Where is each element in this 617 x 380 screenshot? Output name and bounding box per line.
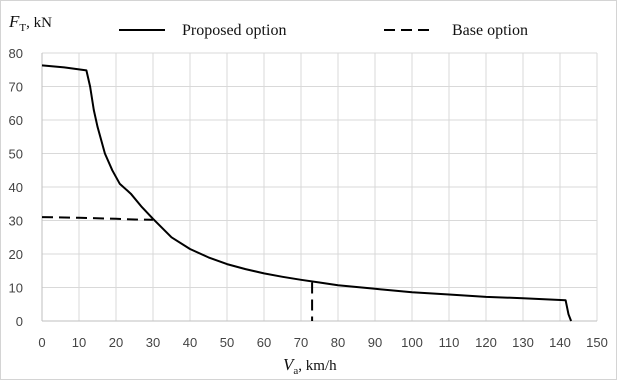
y-tick-label-0: 0 <box>16 314 23 329</box>
y-axis-title-symbol: F <box>8 12 20 31</box>
x-tick-label-140: 140 <box>549 335 571 350</box>
y-tick-label-80: 80 <box>9 46 23 61</box>
x-axis-title-subscript: a <box>293 365 298 377</box>
x-tick-label-100: 100 <box>401 335 423 350</box>
x-tick-label-10: 10 <box>72 335 86 350</box>
x-axis-title-symbol: V <box>283 355 296 374</box>
x-axis-title-unit: , km/h <box>298 358 337 374</box>
x-tick-label-70: 70 <box>294 335 308 350</box>
x-tick-label-80: 80 <box>331 335 345 350</box>
x-tick-label-20: 20 <box>109 335 123 350</box>
x-tick-label-130: 130 <box>512 335 534 350</box>
y-axis-title-unit: , kN <box>26 15 52 31</box>
x-tick-label-50: 50 <box>220 335 234 350</box>
x-tick-label-30: 30 <box>146 335 160 350</box>
x-tick-label-150: 150 <box>586 335 608 350</box>
legend-label-base-option: Base option <box>452 22 528 39</box>
y-tick-label-30: 30 <box>9 214 23 229</box>
x-tick-label-60: 60 <box>257 335 271 350</box>
series-line-base-option <box>41 216 153 221</box>
x-tick-label-90: 90 <box>368 335 382 350</box>
y-tick-label-60: 60 <box>9 113 23 128</box>
y-axis-title: FT, kN <box>8 12 52 34</box>
y-tick-label-40: 40 <box>9 180 23 195</box>
y-axis-title-subscript: T <box>19 22 26 34</box>
y-tick-label-20: 20 <box>9 247 23 262</box>
x-tick-label-110: 110 <box>439 335 460 350</box>
y-tick-label-10: 10 <box>9 281 23 296</box>
legend-label-proposed-option: Proposed option <box>182 22 286 39</box>
y-tick-label-70: 70 <box>9 80 23 95</box>
x-tick-label-0: 0 <box>38 335 45 350</box>
x-axis-title: Va, km/h <box>283 355 337 377</box>
x-tick-label-40: 40 <box>183 335 197 350</box>
series-line-proposed-option <box>41 64 573 322</box>
x-tick-label-120: 120 <box>475 335 497 350</box>
y-tick-label-50: 50 <box>9 147 23 162</box>
